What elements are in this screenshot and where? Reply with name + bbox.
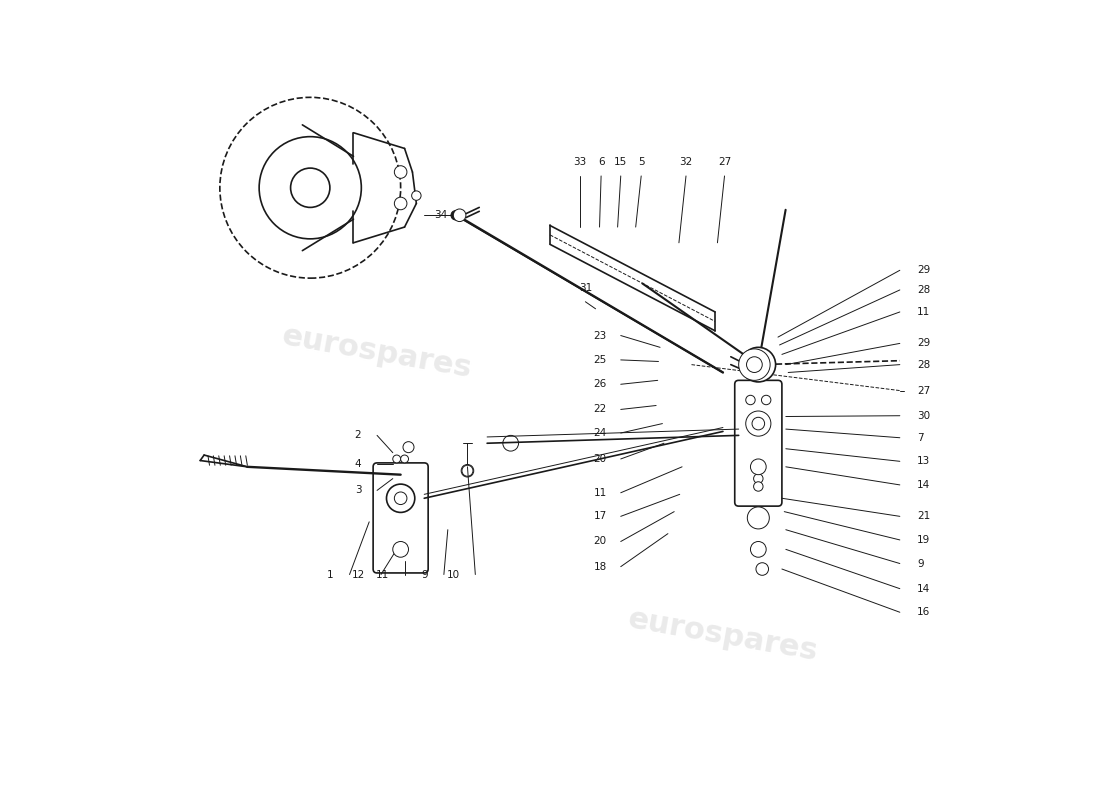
Circle shape [393,542,408,558]
Text: 23: 23 [593,330,606,341]
Text: 33: 33 [573,157,586,167]
Text: 22: 22 [593,405,606,414]
Text: 26: 26 [593,379,606,390]
Circle shape [451,210,461,220]
Circle shape [453,209,466,222]
Text: 12: 12 [352,570,365,579]
Text: 25: 25 [593,355,606,365]
Text: 28: 28 [917,360,931,370]
Text: 1: 1 [327,570,333,579]
Circle shape [747,357,762,373]
Text: 20: 20 [594,454,606,464]
Circle shape [746,411,771,436]
Text: 29: 29 [917,266,931,275]
Circle shape [386,484,415,513]
Text: 34: 34 [434,210,448,220]
Text: 32: 32 [680,157,693,167]
Circle shape [750,356,767,374]
Circle shape [741,347,776,382]
Text: 13: 13 [917,456,931,466]
Text: 28: 28 [917,285,931,295]
Text: 4: 4 [354,459,361,470]
Circle shape [393,455,400,463]
Circle shape [747,507,769,529]
Text: 9: 9 [421,570,428,579]
Text: 11: 11 [917,307,931,317]
Circle shape [739,349,770,380]
Circle shape [750,542,767,558]
Text: 11: 11 [593,488,606,498]
Text: 19: 19 [917,535,931,545]
Text: 9: 9 [917,558,924,569]
Text: 18: 18 [593,562,606,572]
Text: 29: 29 [917,338,931,349]
Circle shape [750,459,767,474]
Circle shape [411,191,421,200]
Circle shape [754,482,763,491]
Text: 10: 10 [447,570,460,579]
Circle shape [394,166,407,178]
Text: 24: 24 [593,428,606,438]
Circle shape [400,455,408,463]
Text: 11: 11 [375,570,388,579]
Text: eurospares: eurospares [626,605,821,667]
Text: 7: 7 [917,433,924,442]
Circle shape [761,395,771,405]
Text: 27: 27 [718,157,732,167]
Text: 2: 2 [354,430,361,440]
Text: 14: 14 [917,584,931,594]
Text: 20: 20 [594,537,606,546]
Circle shape [746,395,756,405]
Circle shape [756,562,769,575]
Text: 14: 14 [917,480,931,490]
Text: 15: 15 [614,157,627,167]
Text: 6: 6 [597,157,604,167]
Text: 31: 31 [579,282,592,293]
Circle shape [752,418,764,430]
Text: 30: 30 [917,410,931,421]
Text: 3: 3 [354,486,361,495]
Circle shape [403,442,414,453]
Text: 5: 5 [638,157,645,167]
Text: eurospares: eurospares [279,322,474,384]
Text: 21: 21 [917,511,931,522]
Circle shape [394,492,407,505]
Text: 16: 16 [917,607,931,618]
Text: 17: 17 [593,511,606,522]
Circle shape [754,474,763,483]
FancyBboxPatch shape [735,380,782,506]
FancyBboxPatch shape [373,463,428,573]
Text: 27: 27 [917,386,931,395]
Circle shape [394,197,407,210]
